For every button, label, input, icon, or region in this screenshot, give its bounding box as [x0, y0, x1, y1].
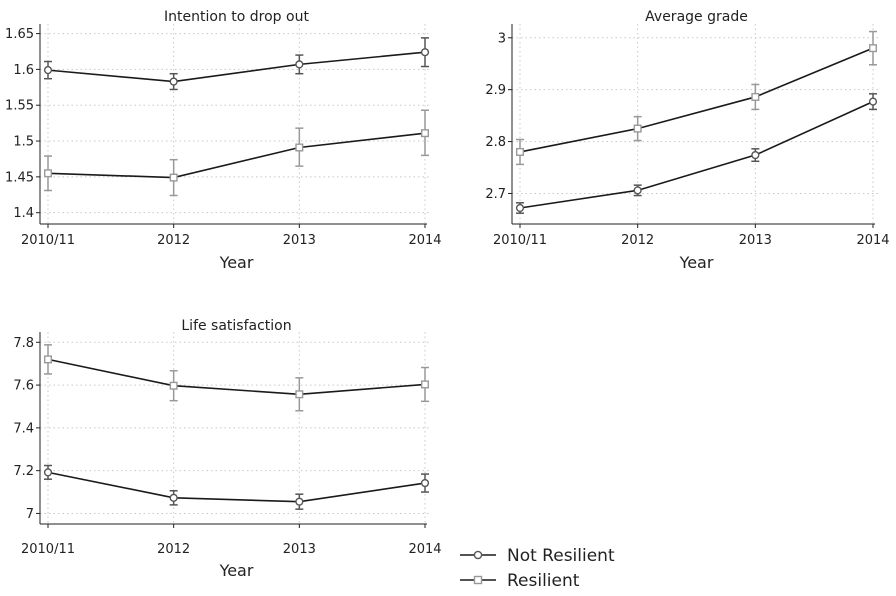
- y-tick-label: 7.6: [13, 379, 34, 394]
- y-tick-label: 2.9: [485, 83, 506, 98]
- legend-item-resilient: Resilient: [460, 571, 580, 591]
- data-point: [420, 478, 430, 488]
- data-point: [295, 390, 304, 399]
- series-resilient: [516, 30, 878, 166]
- series-line: [519, 100, 874, 209]
- series-resilient: [44, 109, 430, 197]
- legend-label-not-resilient: Not Resilient: [507, 546, 615, 566]
- data-point: [751, 92, 760, 101]
- data-point: [869, 44, 878, 53]
- data-point: [295, 143, 304, 152]
- chart-panel-1: Intention to drop out 1.4 1.45 1.5 1.55 1.6 1.…: [5, 9, 442, 272]
- chart-panel-2: Average grade 2.7 2.8 2.9 3 2010/11 2012 2013 20…: [485, 9, 889, 272]
- series-not-resilient: [43, 464, 430, 510]
- y-tick-label: 1.6: [13, 63, 34, 78]
- data-point: [516, 147, 525, 156]
- x-tick-label: 2013: [283, 233, 316, 248]
- x-tick-label: 2012: [621, 233, 654, 248]
- x-axis-label: Year: [219, 561, 254, 580]
- chart-panel-3: Life satisfaction 7 7.2 7.4 7.6 7.8 2010/11 201…: [13, 318, 441, 580]
- y-tick-label: 1.65: [5, 27, 34, 42]
- data-point: [44, 169, 53, 178]
- series-line: [47, 471, 426, 503]
- legend-circle-marker-icon: [473, 550, 483, 560]
- data-point: [515, 203, 525, 213]
- legend-label-resilient: Resilient: [507, 571, 580, 591]
- y-tick-label: 2.8: [485, 135, 506, 150]
- panel-title: Average grade: [645, 9, 748, 25]
- x-tick-label: 2014: [408, 542, 441, 557]
- panel-title: Life satisfaction: [181, 318, 291, 334]
- x-tick-label: 2010/11: [493, 233, 547, 248]
- y-tick-label: 1.45: [5, 170, 34, 185]
- data-point: [43, 66, 53, 75]
- y-tick-label: 1.55: [5, 99, 34, 114]
- data-point: [868, 97, 878, 106]
- y-tick-label: 7.8: [13, 336, 34, 351]
- data-point: [169, 381, 178, 390]
- chart-panels: Intention to drop out 1.4 1.45 1.5 1.55 1.6 1.…: [5, 9, 890, 580]
- data-point: [633, 124, 642, 133]
- panel-title: Intention to drop out: [164, 9, 309, 25]
- y-tick-label: 2.7: [485, 187, 506, 202]
- x-tick-label: 2010/11: [21, 542, 75, 557]
- legend-square-marker-icon: [473, 575, 483, 585]
- x-tick-label: 2012: [157, 233, 190, 248]
- y-tick-label: 7.2: [13, 464, 34, 479]
- series-line: [47, 132, 426, 179]
- data-point: [421, 129, 430, 138]
- y-tick-label: 1.5: [13, 135, 34, 150]
- legend-item-not-resilient: Not Resilient: [460, 546, 615, 566]
- series-line: [47, 51, 426, 83]
- data-point: [44, 355, 53, 364]
- y-tick-label: 3: [498, 31, 506, 46]
- data-point: [751, 150, 760, 160]
- data-point: [420, 48, 430, 57]
- data-point: [295, 497, 304, 506]
- series-line: [519, 47, 874, 153]
- x-tick-label: 2014: [408, 233, 441, 248]
- y-tick-label: 1.4: [13, 206, 34, 221]
- x-tick-label: 2013: [739, 233, 772, 248]
- legend: Not Resilient Resilient: [460, 546, 615, 591]
- data-point: [43, 468, 53, 477]
- data-point: [421, 380, 430, 389]
- series-not-resilient: [43, 37, 430, 91]
- data-point: [169, 77, 178, 86]
- x-tick-label: 2013: [283, 542, 316, 557]
- series-line: [47, 358, 426, 396]
- data-point: [169, 173, 178, 182]
- series-not-resilient: [515, 93, 878, 214]
- x-axis-label: Year: [219, 253, 254, 272]
- x-tick-label: 2010/11: [21, 233, 75, 248]
- x-axis-label: Year: [679, 253, 714, 272]
- y-tick-label: 7.4: [13, 421, 34, 436]
- x-tick-label: 2012: [157, 542, 190, 557]
- series-resilient: [44, 344, 430, 412]
- x-tick-label: 2014: [856, 233, 889, 248]
- data-point: [633, 186, 642, 195]
- data-point: [169, 493, 178, 502]
- y-tick-label: 7: [26, 507, 34, 522]
- data-point: [295, 60, 304, 69]
